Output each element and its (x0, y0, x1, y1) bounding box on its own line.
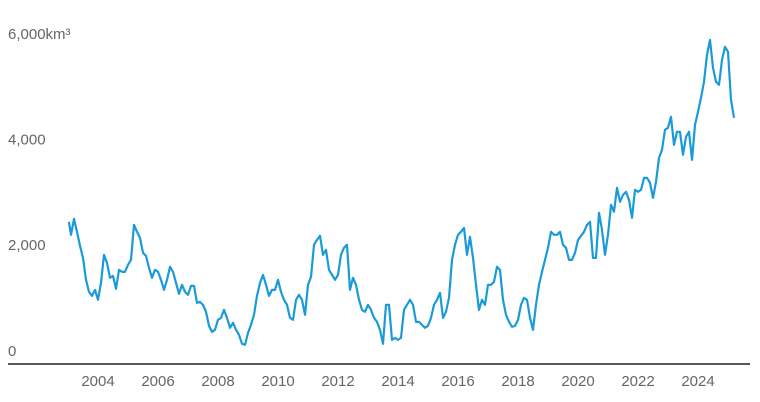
x-tick-label: 2004 (81, 373, 114, 390)
y-tick-label: 4,000 (8, 132, 46, 149)
x-tick-label: 2006 (141, 373, 174, 390)
y-tick-label: 0 (8, 343, 16, 360)
x-tick-label: 2008 (201, 373, 234, 390)
data-line (67, 38, 736, 346)
x-tick-label: 2022 (621, 373, 654, 390)
x-tick-label: 2016 (441, 373, 474, 390)
x-tick-label: 2020 (561, 373, 594, 390)
y-tick-label: 6,000km³ (8, 26, 71, 43)
x-tick-label: 2010 (261, 373, 294, 390)
y-tick-label: 2,000 (8, 237, 46, 254)
x-tick-label: 2012 (321, 373, 354, 390)
x-tick-label: 2024 (681, 373, 714, 390)
x-tick-label: 2014 (381, 373, 414, 390)
x-tick-label: 2018 (501, 373, 534, 390)
